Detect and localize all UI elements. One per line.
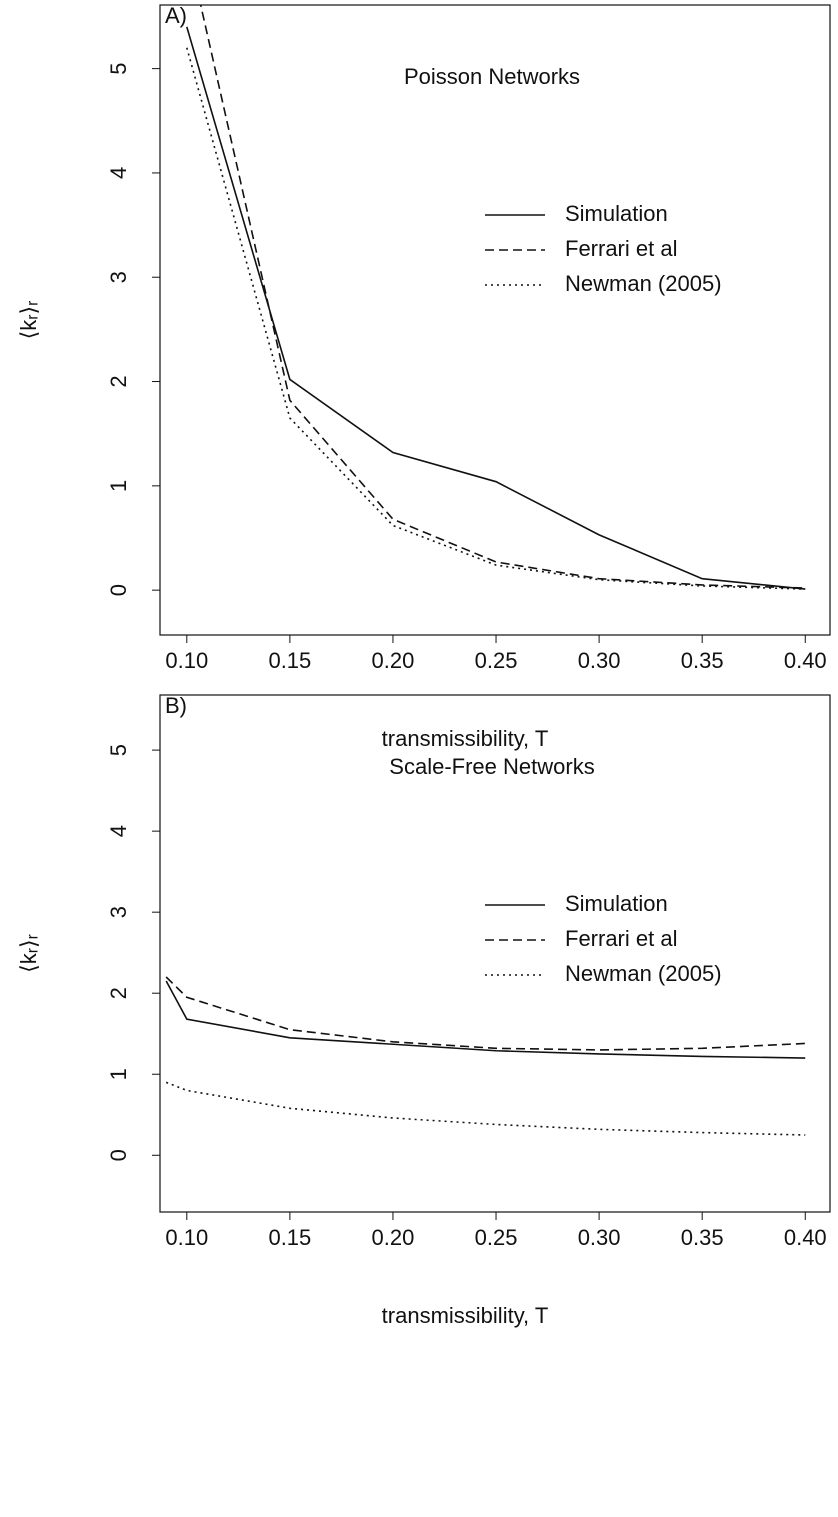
series-line [186, 26, 806, 590]
x-tick-label: 0.15 [268, 1225, 311, 1250]
series-line [165, 1081, 806, 1136]
legend-label: Newman (2005) [565, 961, 722, 986]
x-tick-label: 0.30 [578, 648, 621, 673]
chart-title: Scale-Free Networks [389, 754, 594, 779]
x-tick-label: 0.35 [681, 1225, 724, 1250]
y-tick-label: 5 [106, 63, 131, 75]
x-tick-label: 0.10 [165, 1225, 208, 1250]
x-axis-label: transmissibility, T [382, 1303, 549, 1328]
y-tick-label: 2 [106, 375, 131, 387]
x-tick-label: 0.20 [372, 648, 415, 673]
x-tick-label: 0.15 [268, 648, 311, 673]
x-tick-label: 0.25 [475, 648, 518, 673]
y-tick-label: 0 [106, 584, 131, 596]
series-line [165, 976, 806, 1051]
x-tick-label: 0.40 [784, 1225, 827, 1250]
y-tick-label: 1 [106, 1068, 131, 1080]
panel-label: B) [165, 693, 187, 718]
y-tick-label: 4 [106, 167, 131, 179]
y-tick-label: 2 [106, 987, 131, 999]
y-axis-label: ⟨kᵣ⟩ᵣ [16, 301, 41, 340]
y-tick-label: 1 [106, 480, 131, 492]
legend-label: Simulation [565, 891, 668, 916]
y-tick-label: 3 [106, 906, 131, 918]
chart-panel: B) Scale-Free Networks transmissibility, T… [16, 693, 831, 1328]
series-line [199, 5, 806, 589]
plot-box [159, 4, 831, 636]
y-tick-label: 3 [106, 271, 131, 283]
series-line [165, 980, 806, 1059]
x-tick-label: 0.35 [681, 648, 724, 673]
legend-label: Simulation [565, 201, 668, 226]
y-tick-label: 5 [106, 744, 131, 756]
legend-label: Ferrari et al [565, 236, 677, 261]
x-tick-label: 0.25 [475, 1225, 518, 1250]
plot-box [159, 694, 831, 1213]
y-tick-label: 0 [106, 1149, 131, 1161]
panel-label: A) [165, 3, 187, 28]
x-tick-label: 0.30 [578, 1225, 621, 1250]
series-line [186, 47, 806, 590]
chart-panel: A) Poisson Networks transmissibility, T ⟨kᵣ… [16, 3, 831, 751]
x-tick-label: 0.10 [165, 648, 208, 673]
chart-title: Poisson Networks [404, 64, 580, 89]
legend-label: Newman (2005) [565, 271, 722, 296]
x-tick-label: 0.20 [372, 1225, 415, 1250]
x-tick-label: 0.40 [784, 648, 827, 673]
y-axis-label: ⟨kᵣ⟩ᵣ [16, 934, 41, 973]
x-axis-label: transmissibility, T [382, 726, 549, 751]
y-tick-label: 4 [106, 825, 131, 837]
legend-label: Ferrari et al [565, 926, 677, 951]
